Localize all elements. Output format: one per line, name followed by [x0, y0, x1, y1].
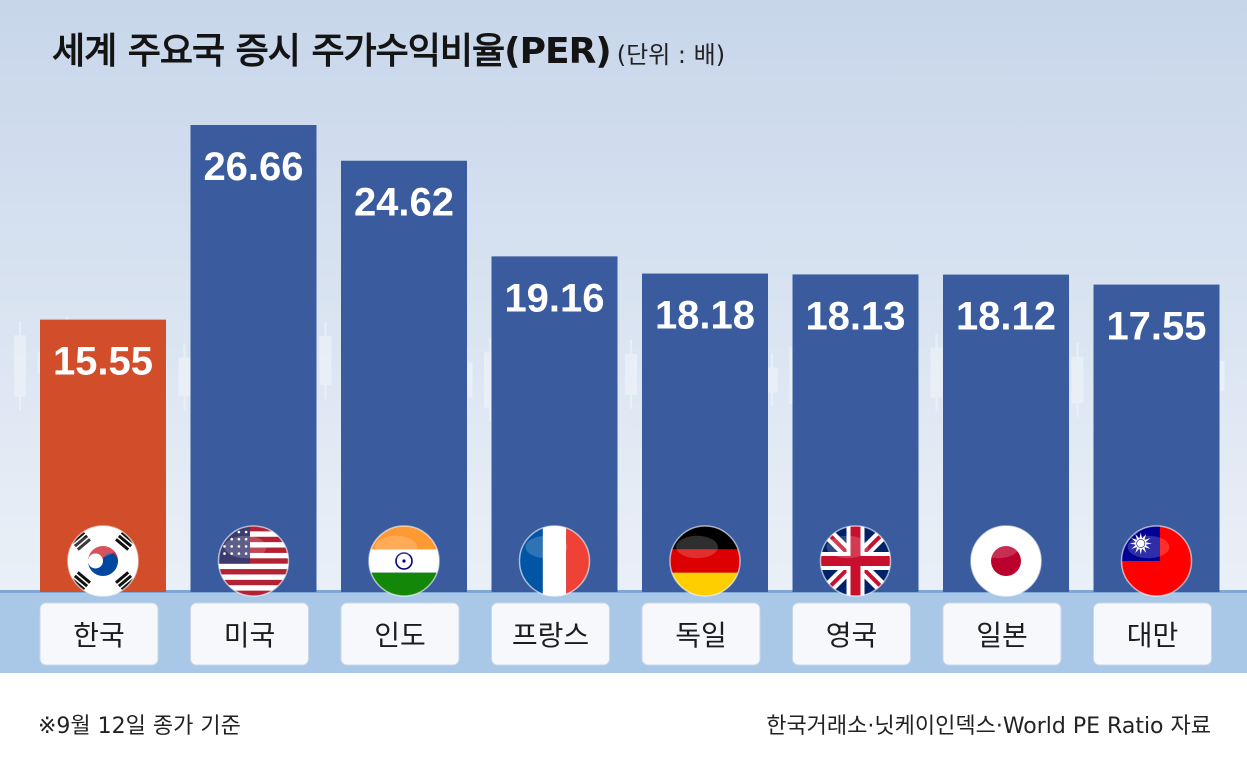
- flags-group: [67, 525, 1193, 597]
- category-label: 독일: [641, 602, 761, 666]
- category-label-text: 대만: [1127, 619, 1179, 652]
- value-label: 17.55: [1106, 305, 1206, 349]
- candlestick: [178, 343, 191, 411]
- category-label-box: [792, 602, 911, 666]
- category-label-text: 영국: [826, 619, 878, 652]
- japan-flag: [970, 525, 1042, 597]
- category-label-text: 미국: [224, 619, 276, 652]
- category-label-text: 일본: [976, 619, 1028, 652]
- value-label: 24.62: [354, 181, 454, 225]
- taiwan-flag: [1120, 525, 1193, 597]
- category-label-box: [340, 602, 460, 666]
- bar: [341, 160, 467, 592]
- baseline-line: [0, 590, 1247, 593]
- category-label-box: [942, 602, 1062, 666]
- candlestick: [625, 339, 637, 409]
- value-label: 15.55: [53, 340, 153, 384]
- germany-flag: [669, 525, 741, 597]
- footer: [0, 673, 1247, 763]
- category-label-text: 독일: [675, 619, 727, 652]
- category-label: 미국: [190, 602, 309, 666]
- usa-flag: [217, 525, 290, 597]
- value-label: 18.13: [805, 294, 905, 338]
- category-label-box: [491, 602, 610, 666]
- india-flag: [368, 525, 440, 597]
- france-flag: [518, 525, 591, 597]
- korea-flag: [67, 525, 139, 597]
- bar-group: 24.62: [341, 160, 467, 592]
- category-label-text: 인도: [374, 619, 426, 652]
- category-label: 인도: [340, 602, 460, 666]
- category-label: 프랑스: [491, 602, 610, 666]
- footnote: ※9월 12일 종가 기준: [38, 714, 241, 739]
- source-credit: 한국거래소·닛케이인덱스·World PE Ratio 자료: [766, 714, 1211, 739]
- bars-group: 15.55 26.66 24.62 19.16 18.18 18.13 18.12 17.55: [40, 125, 1220, 592]
- category-label-text: 프랑스: [512, 619, 589, 652]
- category-label: 한국: [39, 602, 159, 666]
- category-label-text: 한국: [73, 619, 125, 652]
- category-label-box: [641, 602, 761, 666]
- category-label-box: [1093, 602, 1212, 666]
- candlestick: [1071, 342, 1084, 418]
- category-label: 영국: [792, 602, 911, 666]
- value-label: 18.12: [956, 295, 1056, 339]
- candlestick: [14, 321, 26, 411]
- category-label: 일본: [942, 602, 1062, 666]
- category-labels-group: 한국 미국 인도 프랑스 독일 영국 일본 대만: [39, 602, 1212, 666]
- value-label: 19.16: [504, 276, 604, 320]
- bar: [190, 125, 317, 592]
- candlestick: [930, 333, 943, 412]
- unit-label: (단위 : 배): [616, 41, 726, 69]
- value-label: 26.66: [203, 145, 303, 189]
- bar-group: 26.66: [190, 125, 317, 592]
- candlestick: [319, 322, 332, 399]
- uk-flag: [819, 525, 892, 597]
- category-label-box: [39, 602, 159, 666]
- category-label-box: [190, 602, 309, 666]
- value-label: 18.18: [655, 294, 755, 338]
- chart-title: 세계 주요국 증시 주가수익비율(PER) (단위 : 배): [52, 31, 726, 72]
- category-label: 대만: [1093, 602, 1212, 666]
- candlestick: [766, 353, 778, 407]
